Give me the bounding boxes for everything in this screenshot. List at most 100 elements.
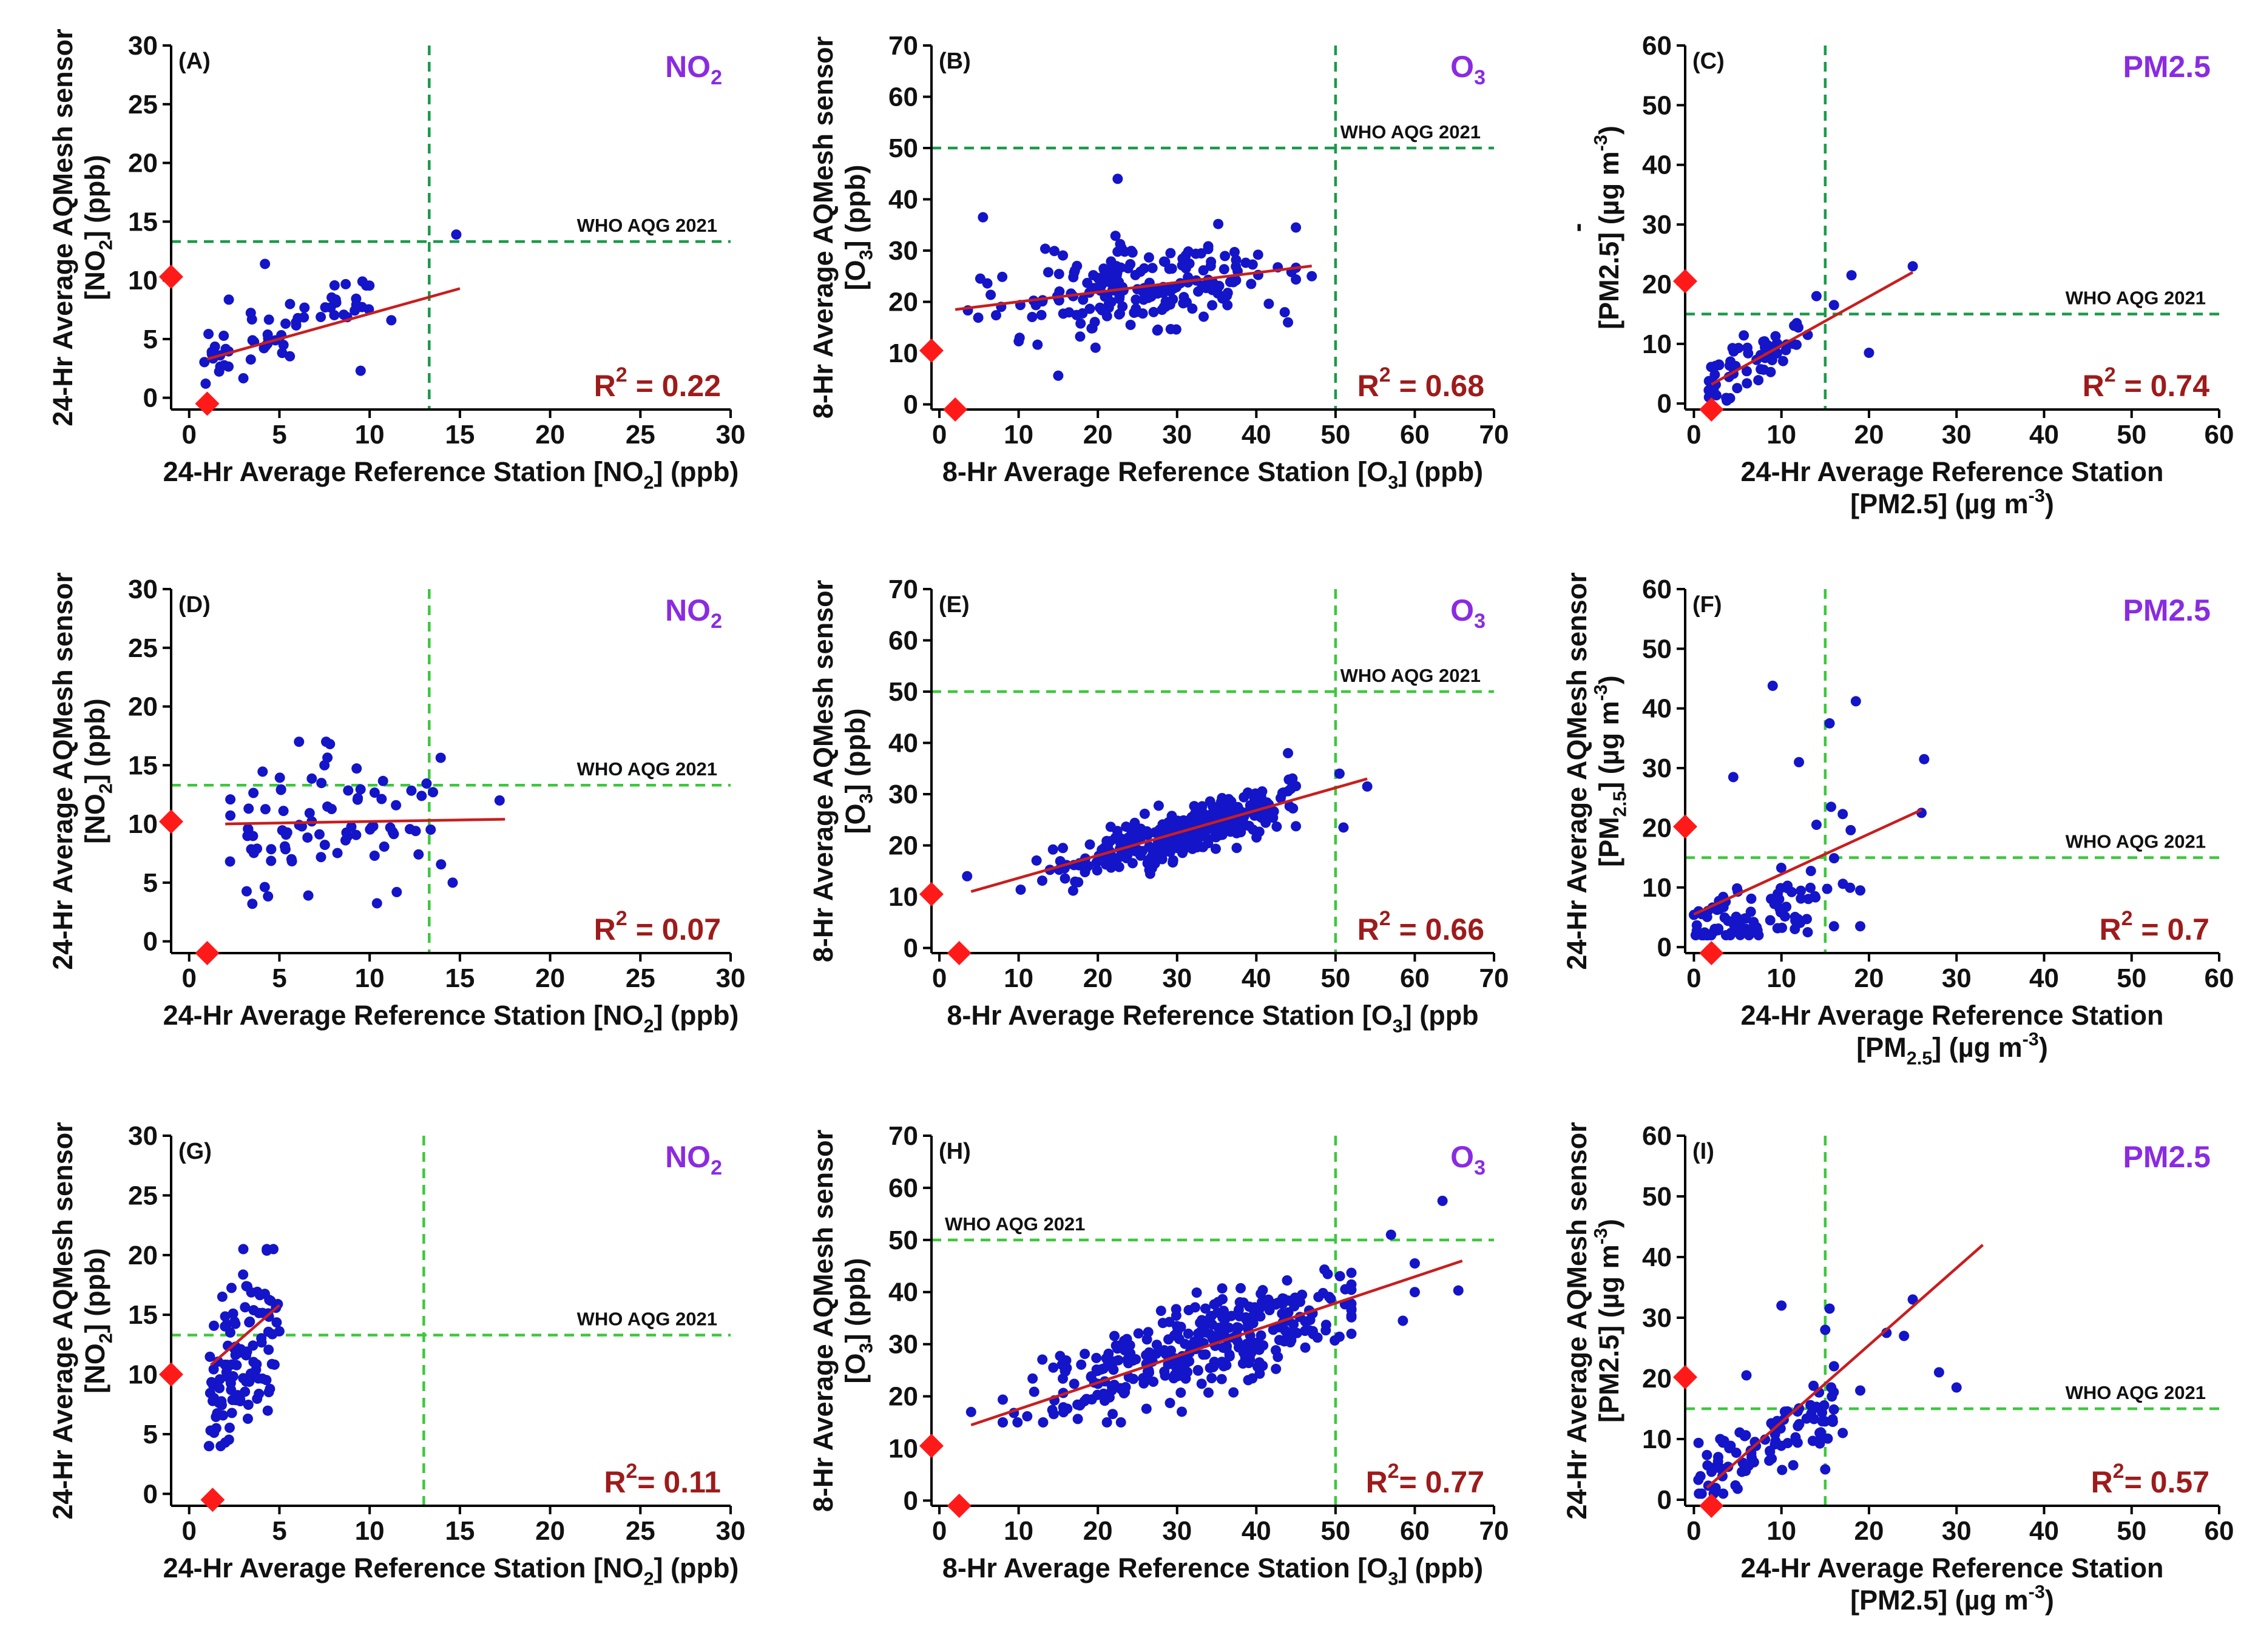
- point-E-307: [1182, 838, 1193, 849]
- point-I-103: [1855, 1385, 1866, 1396]
- point-F-54: [1805, 882, 1816, 893]
- point-B-134: [985, 289, 996, 300]
- point-H-276: [1196, 1378, 1207, 1389]
- x-tick-label-G-6: 30: [716, 1516, 746, 1546]
- point-G-48: [254, 1388, 265, 1399]
- point-A-6: [280, 318, 291, 329]
- point-G-112: [262, 1244, 272, 1255]
- point-D-37: [376, 794, 387, 804]
- point-G-95: [241, 1350, 252, 1361]
- point-H-319: [998, 1417, 1009, 1428]
- point-E-89: [1271, 821, 1282, 832]
- point-B-202: [1053, 370, 1064, 381]
- point-I-57: [1715, 1463, 1726, 1474]
- point-D-6: [314, 829, 325, 840]
- point-C-18: [1753, 375, 1764, 386]
- x-tick-label-C-5: 50: [2117, 420, 2146, 450]
- point-I-67: [1817, 1407, 1828, 1418]
- panel-C: WHO AQG 2021 0 10 20 30 40 50 60 0 10 20 30 40 50 60 (C…: [1561, 31, 2234, 519]
- x-tick-label-E-4: 40: [1242, 963, 1271, 993]
- point-I-82: [1827, 1416, 1838, 1427]
- point-C-50: [1791, 318, 1802, 329]
- point-D-63: [352, 794, 363, 805]
- point-I-94: [1717, 1471, 1728, 1482]
- point-B-200: [1112, 174, 1123, 184]
- point-F-94: [1919, 754, 1930, 764]
- point-H-200: [1233, 1323, 1244, 1333]
- point-B-130: [1054, 286, 1065, 297]
- x-tick-label-F-5: 50: [2117, 963, 2146, 993]
- diamond-marker-G-1: [200, 1488, 225, 1512]
- point-B-26: [973, 312, 984, 323]
- point-E-247: [1091, 857, 1102, 868]
- point-B-100: [1231, 254, 1242, 265]
- gas-label-sub-H: 3: [1474, 1156, 1486, 1179]
- point-B-153: [1206, 257, 1217, 268]
- point-F-78: [1775, 883, 1786, 894]
- point-H-259: [1143, 1327, 1154, 1338]
- y-tick-label-E-3: 30: [888, 780, 918, 809]
- point-H-314: [1270, 1345, 1281, 1356]
- point-H-333: [1142, 1366, 1153, 1377]
- point-F-85: [1825, 801, 1836, 812]
- x-axis-label-F-line-1: [PM2.5] (µg m-3): [1856, 1029, 2048, 1069]
- panel-D: WHO AQG 2021 0 5 10 15 20 25 30 0 5 10 15 20 25 30 (D) N…: [47, 572, 745, 1036]
- point-E-305: [1112, 826, 1123, 837]
- y-tick-label-C-5: 50: [1642, 90, 1672, 120]
- diamond-marker-D-0: [159, 809, 183, 834]
- fit-line-H: [970, 1259, 1463, 1426]
- y-tick-label-F-4: 40: [1642, 694, 1672, 724]
- point-H-170: [1300, 1326, 1311, 1337]
- point-H-194: [1340, 1284, 1351, 1295]
- y-axis-label-G-line-1: [NO2] (ppb): [79, 1248, 117, 1393]
- point-H-266: [1048, 1362, 1059, 1373]
- point-H-224: [1022, 1411, 1033, 1421]
- r2-label-A: R2 = 0.22: [594, 363, 721, 403]
- point-I-25: [1710, 1483, 1721, 1494]
- point-A-40: [299, 302, 310, 313]
- point-G-65: [204, 1441, 215, 1452]
- diamond-marker-F-1: [1699, 941, 1724, 965]
- x-tick-label-E-2: 20: [1083, 963, 1113, 993]
- point-E-288: [1031, 855, 1042, 866]
- point-H-67: [1109, 1330, 1120, 1341]
- y-tick-label-C-3: 30: [1642, 210, 1672, 240]
- point-E-71: [1288, 803, 1299, 814]
- point-A-36: [199, 357, 210, 368]
- point-F-61: [1740, 913, 1751, 924]
- y-axis-label-B-line-1: [O3] (ppb): [840, 165, 877, 291]
- point-G-89: [241, 1281, 252, 1292]
- point-H-148: [1198, 1349, 1209, 1360]
- x-tick-label-H-1: 10: [1004, 1516, 1033, 1546]
- x-axis-label-F-line-0: 24-Hr Average Reference Station: [1741, 1000, 2164, 1031]
- point-D-5: [302, 832, 313, 843]
- y-tick-label-C-1: 10: [1642, 329, 1672, 359]
- point-C-56: [1846, 270, 1857, 281]
- point-H-267: [1346, 1304, 1357, 1315]
- x-tick-label-B-6: 60: [1400, 420, 1430, 450]
- point-D-25: [241, 886, 252, 897]
- point-C-55: [1811, 291, 1822, 302]
- point-H-347: [1346, 1328, 1357, 1339]
- point-B-119: [1075, 318, 1086, 329]
- point-H-102: [1069, 1378, 1080, 1389]
- point-D-62: [351, 763, 362, 774]
- panel-label-E: (E): [939, 592, 970, 618]
- point-G-72: [216, 1396, 227, 1407]
- y-tick-label-E-6: 60: [888, 626, 918, 656]
- y-tick-label-E-5: 50: [888, 677, 918, 707]
- diamond-marker-H-1: [947, 1494, 972, 1518]
- point-E-297: [1058, 843, 1069, 854]
- point-B-34: [1036, 309, 1047, 320]
- point-C-35: [1742, 342, 1753, 353]
- x-tick-label-A-4: 20: [535, 420, 565, 450]
- point-H-345: [1409, 1287, 1420, 1298]
- point-H-22: [1268, 1324, 1279, 1335]
- y-tick-label-C-2: 20: [1642, 269, 1672, 299]
- point-H-227: [1138, 1378, 1149, 1389]
- point-B-195: [1164, 299, 1175, 310]
- point-B-154: [1082, 277, 1093, 288]
- point-E-304: [1141, 826, 1152, 837]
- point-G-109: [271, 1317, 282, 1328]
- y-tick-label-H-4: 40: [888, 1278, 918, 1307]
